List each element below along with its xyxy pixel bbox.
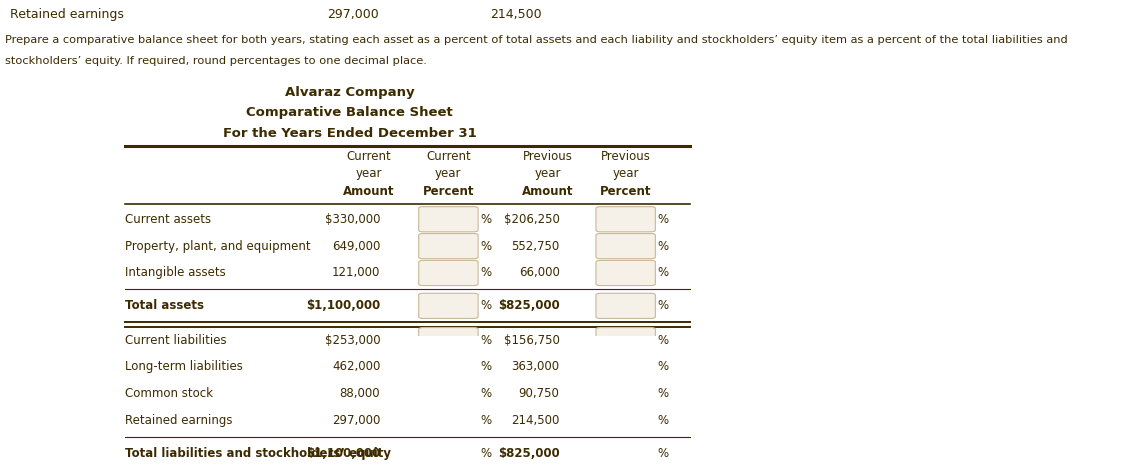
Text: $253,000: $253,000 (325, 333, 380, 347)
Text: year: year (535, 167, 561, 180)
Text: %: % (480, 266, 491, 280)
Text: Current: Current (347, 150, 391, 163)
Text: Amount: Amount (523, 185, 574, 197)
Text: $825,000: $825,000 (497, 447, 559, 460)
FancyBboxPatch shape (419, 207, 478, 232)
Text: Comparative Balance Sheet: Comparative Balance Sheet (246, 106, 453, 120)
Text: Long-term liabilities: Long-term liabilities (124, 361, 242, 373)
FancyBboxPatch shape (596, 234, 655, 259)
Text: Property, plant, and equipment: Property, plant, and equipment (124, 240, 310, 253)
Text: %: % (657, 299, 669, 312)
FancyBboxPatch shape (419, 327, 478, 353)
Text: %: % (657, 361, 669, 373)
Text: $330,000: $330,000 (325, 213, 380, 226)
Text: %: % (480, 240, 491, 253)
Text: %: % (480, 414, 491, 427)
Text: $1,100,000: $1,100,000 (306, 299, 380, 312)
Text: 552,750: 552,750 (511, 240, 559, 253)
FancyBboxPatch shape (596, 441, 655, 466)
Text: $156,750: $156,750 (503, 333, 559, 347)
Text: 88,000: 88,000 (340, 387, 380, 401)
Text: %: % (480, 213, 491, 226)
Text: %: % (480, 361, 491, 373)
FancyBboxPatch shape (596, 260, 655, 286)
Text: 121,000: 121,000 (332, 266, 380, 280)
Text: Prepare a comparative balance sheet for both years, stating each asset as a perc: Prepare a comparative balance sheet for … (5, 35, 1068, 45)
Text: Total assets: Total assets (124, 299, 203, 312)
Text: %: % (657, 387, 669, 401)
Text: %: % (480, 447, 491, 460)
Text: $206,250: $206,250 (503, 213, 559, 226)
Text: Common stock: Common stock (124, 387, 212, 401)
Text: 297,000: 297,000 (326, 8, 379, 22)
Text: 462,000: 462,000 (332, 361, 380, 373)
Text: Percent: Percent (600, 185, 652, 197)
Text: Alvaraz Company: Alvaraz Company (285, 86, 414, 98)
FancyBboxPatch shape (596, 408, 655, 433)
Text: year: year (613, 167, 639, 180)
Text: %: % (480, 333, 491, 347)
Text: Current assets: Current assets (124, 213, 211, 226)
Text: %: % (657, 447, 669, 460)
Text: Retained earnings: Retained earnings (124, 414, 232, 427)
Text: %: % (657, 266, 669, 280)
FancyBboxPatch shape (596, 207, 655, 232)
Text: year: year (435, 167, 462, 180)
Text: $1,100,000: $1,100,000 (306, 447, 380, 460)
Text: Total liabilities and stockholders’ equity: Total liabilities and stockholders’ equi… (124, 447, 390, 460)
Text: %: % (657, 213, 669, 226)
Text: %: % (657, 333, 669, 347)
Text: Amount: Amount (343, 185, 395, 197)
Text: Previous: Previous (600, 150, 650, 163)
Text: For the Years Ended December 31: For the Years Ended December 31 (222, 127, 477, 140)
FancyBboxPatch shape (419, 355, 478, 379)
Text: %: % (657, 240, 669, 253)
Text: stockholders’ equity. If required, round percentages to one decimal place.: stockholders’ equity. If required, round… (5, 56, 427, 66)
Text: 214,500: 214,500 (511, 414, 559, 427)
Text: %: % (480, 387, 491, 401)
Text: year: year (356, 167, 382, 180)
Text: 649,000: 649,000 (332, 240, 380, 253)
Text: Previous: Previous (523, 150, 573, 163)
FancyBboxPatch shape (419, 408, 478, 433)
Text: Retained earnings: Retained earnings (9, 8, 123, 22)
Text: $825,000: $825,000 (497, 299, 559, 312)
Text: 363,000: 363,000 (511, 361, 559, 373)
Text: %: % (480, 299, 491, 312)
FancyBboxPatch shape (596, 381, 655, 407)
FancyBboxPatch shape (419, 293, 478, 318)
Text: 66,000: 66,000 (519, 266, 559, 280)
FancyBboxPatch shape (596, 293, 655, 318)
FancyBboxPatch shape (596, 327, 655, 353)
Text: %: % (657, 414, 669, 427)
FancyBboxPatch shape (419, 260, 478, 286)
Text: 214,500: 214,500 (489, 8, 541, 22)
Text: Current liabilities: Current liabilities (124, 333, 226, 347)
Text: Intangible assets: Intangible assets (124, 266, 225, 280)
Text: 297,000: 297,000 (332, 414, 380, 427)
FancyBboxPatch shape (419, 441, 478, 466)
Text: 90,750: 90,750 (519, 387, 559, 401)
Text: Current: Current (426, 150, 471, 163)
FancyBboxPatch shape (596, 355, 655, 379)
FancyBboxPatch shape (419, 234, 478, 259)
FancyBboxPatch shape (419, 381, 478, 407)
Text: Percent: Percent (422, 185, 475, 197)
